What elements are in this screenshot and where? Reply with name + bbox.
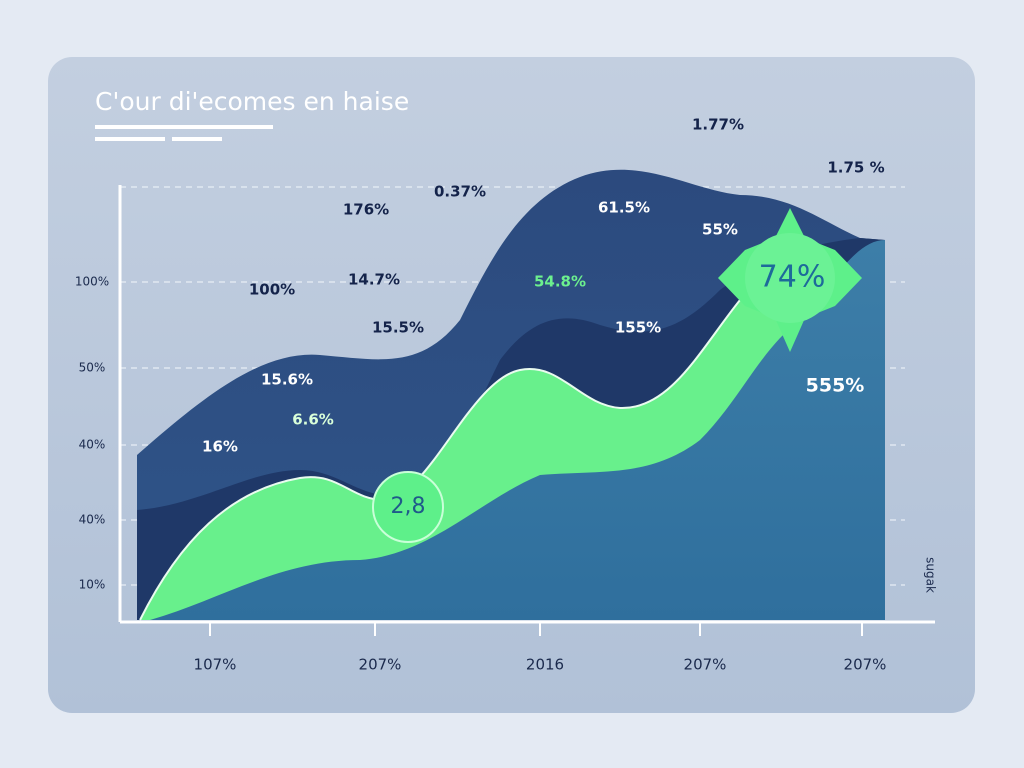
x-label: 207% [684,656,727,674]
badge-circle [372,471,444,543]
annotation: 0.37% [434,183,486,201]
badge-text: 74% [759,260,826,295]
title-underline [95,137,165,141]
annotation: 16% [202,438,238,456]
y-label: 40% [79,438,106,452]
badge-text: 2,8 [391,494,426,519]
x-ticks [209,622,863,636]
x-label: 207% [844,656,887,674]
annotation: 15.6% [261,371,313,389]
line-green [139,299,741,621]
x-label: 107% [194,656,237,674]
annotations: 1.77% 1.75 % 0.37% 176% 61.5% 55% 100% 1… [202,116,885,456]
annotation: 15.5% [372,319,424,337]
annotation: 1.75 % [827,159,884,177]
annotation: 176% [343,201,389,219]
title-underline [95,125,273,129]
annotation: 55% [702,221,738,239]
side-label: sugak [924,557,938,593]
y-label: 10% [79,578,106,592]
x-label: 207% [359,656,402,674]
annotation: 14.7% [348,271,400,289]
title: C'our di'ecomes en haise [95,87,409,116]
title-underline [172,137,222,141]
x-label: 2016 [526,656,564,674]
annotation: 1.77% [692,116,744,134]
annotation: 54.8% [534,273,586,291]
annotation: 6.6% [292,411,334,429]
annotation: 555% [806,375,865,397]
annotation: 155% [615,319,661,337]
y-label: 100% [75,275,109,289]
annotation: 100% [249,281,295,299]
area-bottom [150,240,885,620]
y-label: 40% [79,513,106,527]
y-label: 50% [79,361,106,375]
annotation: 61.5% [598,199,650,217]
badge-star-core [745,233,835,323]
